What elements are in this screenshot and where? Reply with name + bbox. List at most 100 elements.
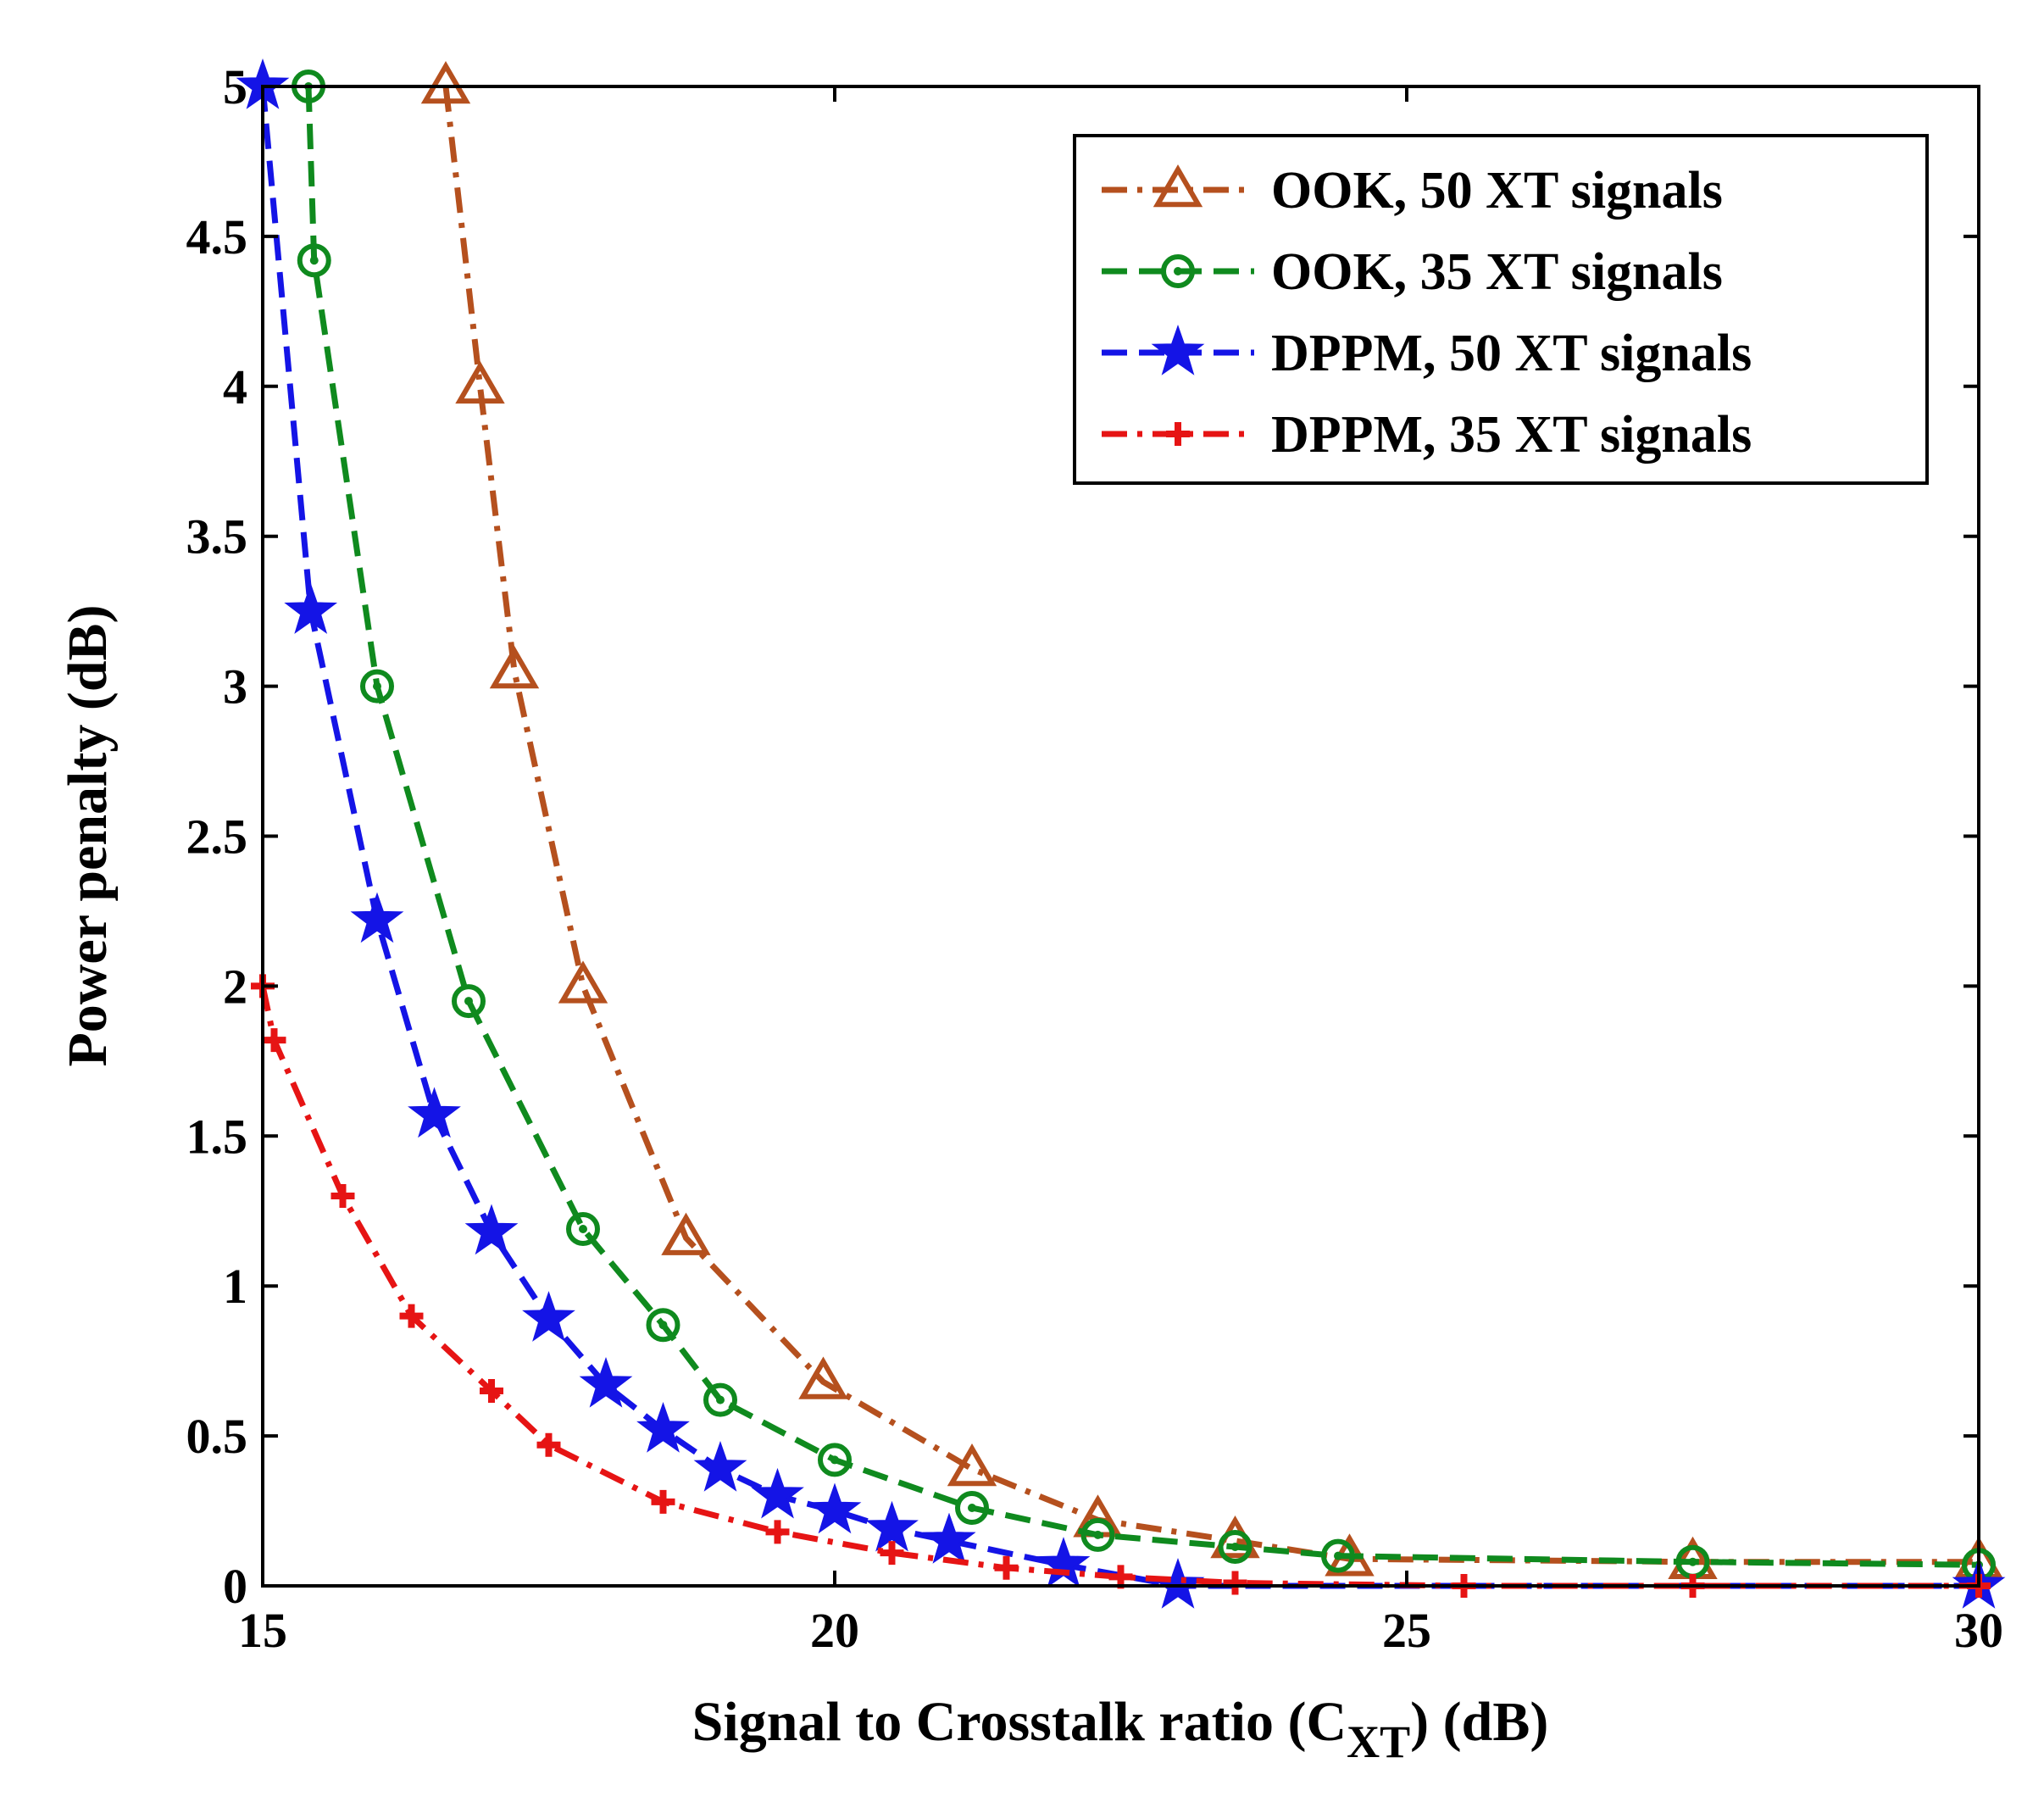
- x-tick-label: 20: [810, 1603, 859, 1658]
- data-point-1-5: [661, 1212, 711, 1255]
- y-tick-label: 3.5: [186, 509, 248, 565]
- marker-ring: [646, 1308, 680, 1343]
- marker-ring: [703, 1382, 737, 1417]
- data-point-3-5: [464, 1204, 519, 1255]
- marker-ring: [1218, 1530, 1253, 1565]
- data-point-4-3: [330, 1184, 355, 1209]
- marker-ring: [297, 243, 331, 278]
- data-point-3-12: [865, 1500, 919, 1552]
- data-point-2-9: [955, 1491, 989, 1526]
- y-tick-label: 1.5: [186, 1109, 248, 1164]
- y-tick-label: 0: [223, 1559, 247, 1614]
- marker-dot: [309, 256, 319, 265]
- marker-ring: [818, 1443, 852, 1477]
- y-tick-label: 1: [223, 1259, 247, 1314]
- marker-dot: [1230, 1543, 1240, 1552]
- marker-ring: [955, 1491, 989, 1526]
- legend: OOK, 50 XT signals OOK, 35 XT signals DPPM…: [1073, 134, 1929, 485]
- legend-marker: [1151, 324, 1205, 375]
- data-point-2-2: [297, 243, 331, 278]
- legend-marker: [1166, 422, 1190, 446]
- data-point-4-2: [262, 1028, 286, 1053]
- data-point-2-11: [1218, 1530, 1253, 1565]
- y-tick-label: 2: [223, 959, 247, 1014]
- series-2: [292, 70, 1996, 1582]
- marker-dot: [968, 1504, 976, 1513]
- y-tick-label: 3: [223, 659, 247, 715]
- data-point-4-7: [651, 1489, 675, 1514]
- data-point-3-7: [579, 1356, 633, 1408]
- x-axis-title: Signal to Crosstalk ratio (CXT) (dB): [692, 1691, 1549, 1767]
- marker-ring: [566, 1211, 600, 1246]
- data-point-1-2: [455, 360, 505, 404]
- marker-dot: [658, 1321, 668, 1330]
- y-axis-title: Power penalty (dB): [57, 604, 119, 1066]
- marker-dot: [830, 1455, 839, 1465]
- data-point-1-1: [420, 61, 471, 104]
- data-point-4-5: [480, 1379, 503, 1404]
- y-tick-label: 0.5: [186, 1409, 248, 1464]
- marker-dot: [1093, 1530, 1103, 1539]
- data-point-4-9: [880, 1541, 904, 1566]
- data-point-2-6: [646, 1308, 680, 1343]
- marker-ring: [1321, 1538, 1355, 1573]
- data-point-2-4: [452, 984, 486, 1019]
- data-point-2-10: [1080, 1517, 1115, 1552]
- data-point-3-6: [522, 1291, 575, 1342]
- data-point-4-12: [1223, 1571, 1247, 1595]
- marker-dot: [1334, 1551, 1342, 1560]
- legend-entries: OOK, 50 XT signals OOK, 35 XT signals DPPM…: [1102, 162, 1752, 464]
- series-line-3: [259, 86, 1979, 1589]
- data-point-4-8: [765, 1520, 790, 1544]
- data-point-2-7: [703, 1382, 737, 1417]
- legend-marker: [1153, 164, 1203, 208]
- data-point-2-5: [566, 1211, 600, 1246]
- legend-entry-4: DPPM, 35 XT signals: [1102, 406, 1752, 464]
- legend-label: DPPM, 35 XT signals: [1271, 406, 1752, 464]
- legend-label: OOK, 50 XT signals: [1271, 162, 1723, 220]
- data-point-3-11: [808, 1482, 862, 1534]
- marker-dot: [716, 1395, 725, 1404]
- legend-box: [1073, 134, 1929, 485]
- data-point-3-10: [751, 1467, 804, 1519]
- legend-entry-2: OOK, 35 XT signals: [1102, 243, 1723, 301]
- series-line-1: [442, 86, 1979, 1566]
- data-point-4-4: [399, 1304, 424, 1328]
- data-point-4-6: [536, 1432, 561, 1457]
- y-tick-label: 4: [223, 359, 247, 414]
- y-tick-label: 4.5: [186, 209, 248, 264]
- legend-label: OOK, 35 XT signals: [1271, 243, 1723, 301]
- data-point-3-8: [636, 1401, 690, 1453]
- y-tick-label: 2.5: [186, 809, 248, 865]
- marker-ring: [360, 669, 394, 704]
- marker-dot: [464, 997, 473, 1006]
- marker-dot: [579, 1224, 587, 1233]
- data-point-1-4: [558, 960, 608, 1004]
- marker-ring: [452, 984, 486, 1019]
- data-point-2-12: [1321, 1538, 1355, 1573]
- data-point-2-3: [360, 669, 394, 704]
- data-point-3-14: [922, 1512, 976, 1564]
- x-tick-label: 30: [1954, 1603, 2003, 1658]
- marker-ring: [1161, 254, 1195, 288]
- marker-dot: [373, 681, 381, 691]
- marker-dot: [1688, 1557, 1697, 1566]
- legend-marker: [1161, 254, 1195, 288]
- series-line-2: [305, 86, 1980, 1568]
- data-point-1-3: [489, 645, 540, 689]
- legend-entry-1: OOK, 50 XT signals: [1102, 162, 1723, 220]
- legend-label: DPPM, 50 XT signals: [1271, 325, 1752, 382]
- data-point-3-2: [284, 583, 338, 634]
- data-point-1-7: [947, 1443, 997, 1487]
- data-point-4-10: [994, 1555, 1019, 1580]
- data-point-3-9: [693, 1440, 747, 1492]
- marker-dot: [1174, 267, 1182, 275]
- x-tick-label: 25: [1382, 1603, 1431, 1658]
- data-point-2-8: [818, 1443, 852, 1477]
- tick-layer: 0 0.5 1 1.5 2 2.5 3 3.5 4 4.5 5 15 20 25 30: [186, 59, 2004, 1658]
- x-tick-label: 15: [238, 1603, 287, 1658]
- data-point-3-3: [350, 892, 404, 943]
- data-point-1-6: [798, 1356, 848, 1399]
- y-tick-label: 5: [223, 59, 247, 114]
